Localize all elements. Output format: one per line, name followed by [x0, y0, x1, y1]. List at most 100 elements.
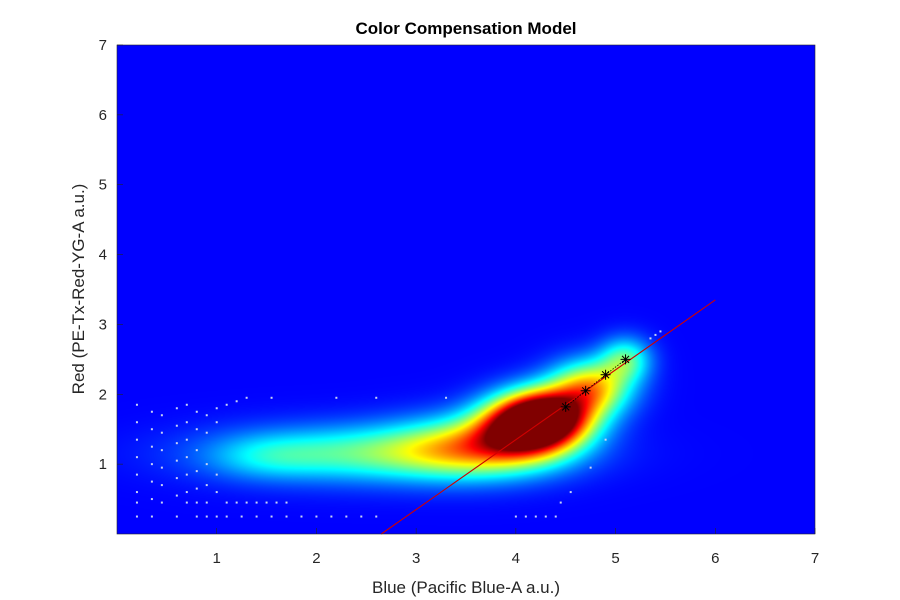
sparse-point — [160, 466, 163, 469]
x-tick-label: 5 — [611, 550, 619, 567]
sparse-point — [150, 410, 153, 413]
sparse-point — [175, 407, 178, 410]
sparse-point — [534, 515, 537, 518]
sparse-point — [240, 515, 243, 518]
sparse-point — [160, 431, 163, 434]
sparse-point — [225, 515, 228, 518]
sparse-point — [569, 491, 572, 494]
sparse-point — [195, 501, 198, 504]
sparse-point — [135, 456, 138, 459]
sparse-point — [215, 491, 218, 494]
sparse-point — [604, 438, 607, 441]
sparse-point — [315, 515, 318, 518]
sparse-point — [270, 396, 273, 399]
sparse-point — [175, 442, 178, 445]
sparse-point — [160, 484, 163, 487]
x-tick-label: 1 — [213, 550, 221, 567]
y-tick-label: 7 — [99, 37, 107, 54]
plot-area — [116, 44, 816, 535]
sparse-point — [285, 501, 288, 504]
density-heatmap-container — [117, 45, 815, 534]
sparse-point — [275, 501, 278, 504]
sparse-point — [225, 403, 228, 406]
sparse-point — [300, 515, 303, 518]
sparse-point — [544, 515, 547, 518]
sparse-point — [285, 515, 288, 518]
sparse-point — [185, 501, 188, 504]
sparse-point — [135, 501, 138, 504]
y-tick-label: 5 — [99, 177, 107, 194]
axes-box — [116, 44, 816, 535]
sparse-point — [175, 494, 178, 497]
sparse-point — [235, 400, 238, 403]
sparse-point — [205, 431, 208, 434]
sparse-point — [175, 459, 178, 462]
sparse-point — [375, 515, 378, 518]
sparse-point — [150, 480, 153, 483]
asterisk-marker — [600, 369, 611, 380]
sparse-point — [375, 396, 378, 399]
sparse-point — [659, 330, 662, 333]
sparse-point — [654, 333, 657, 336]
y-axis-label: Red (PE-Tx-Red-YG-A a.u.) — [69, 184, 88, 395]
sparse-point — [205, 501, 208, 504]
sparse-point — [245, 501, 248, 504]
sparse-point — [245, 396, 248, 399]
asterisk-marker — [560, 401, 571, 412]
sparse-point — [175, 477, 178, 480]
sparse-point — [649, 337, 652, 340]
sparse-point — [185, 403, 188, 406]
x-tick-label: 2 — [312, 550, 320, 567]
sparse-point — [559, 501, 562, 504]
sparse-point — [360, 515, 363, 518]
fit-line — [380, 299, 716, 535]
sparse-point — [335, 396, 338, 399]
sparse-point — [185, 421, 188, 424]
sparse-point — [195, 449, 198, 452]
sparse-point — [589, 466, 592, 469]
sparse-point — [135, 403, 138, 406]
sparse-point — [175, 515, 178, 518]
x-tick-label: 4 — [512, 550, 520, 567]
x-tick-label: 6 — [711, 550, 719, 567]
x-tick-label: 7 — [811, 550, 819, 567]
sparse-point — [255, 515, 258, 518]
sparse-point — [185, 438, 188, 441]
sparse-point — [185, 473, 188, 476]
sparse-point — [135, 515, 138, 518]
sparse-point — [195, 470, 198, 473]
sparse-point — [270, 515, 273, 518]
sparse-point — [195, 515, 198, 518]
sparse-point — [160, 449, 163, 452]
sparse-point — [215, 407, 218, 410]
sparse-point — [205, 463, 208, 466]
sparse-point — [195, 410, 198, 413]
x-tick-label: 3 — [412, 550, 420, 567]
sparse-point — [265, 501, 268, 504]
sparse-point — [150, 445, 153, 448]
sparse-point — [205, 414, 208, 417]
sparse-point — [150, 515, 153, 518]
y-axis-ticks: 1 2 3 4 5 6 7 — [99, 37, 123, 473]
asterisk-marker — [580, 385, 591, 396]
chart-title: Color Compensation Model — [356, 19, 577, 38]
sparse-point — [215, 473, 218, 476]
sparse-point — [554, 515, 557, 518]
sparse-point — [524, 515, 527, 518]
sparse-point — [150, 428, 153, 431]
sparse-point — [135, 473, 138, 476]
asterisk-marker — [620, 354, 631, 365]
y-tick-label: 2 — [99, 386, 107, 403]
sparse-point — [215, 515, 218, 518]
sparse-point — [235, 501, 238, 504]
sparse-point — [445, 396, 448, 399]
marker-layer — [560, 354, 631, 412]
x-axis-ticks: 1 2 3 4 5 6 7 — [213, 528, 819, 567]
marker-connector — [565, 359, 626, 408]
density-heatmap — [117, 45, 815, 534]
sparse-point — [160, 501, 163, 504]
sparse-point — [150, 498, 153, 501]
sparse-point — [135, 438, 138, 441]
fit-line-layer — [380, 299, 716, 535]
sparse-point — [205, 515, 208, 518]
